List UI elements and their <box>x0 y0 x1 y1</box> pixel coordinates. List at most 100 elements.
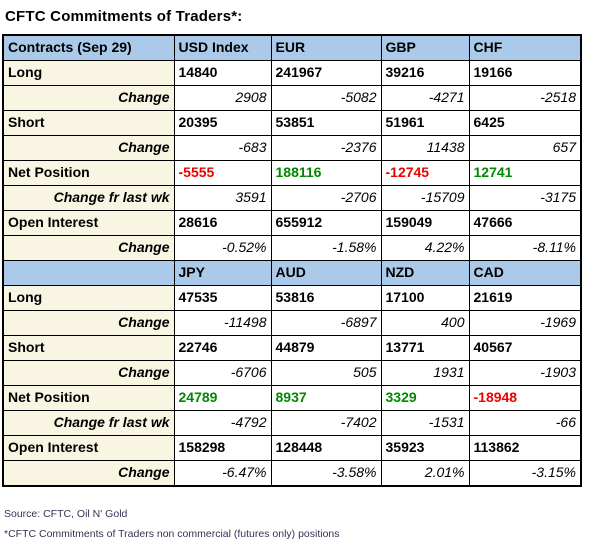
table-row-short: Short 22746 44879 13771 40567 <box>2 335 582 361</box>
cell: 3591 <box>173 185 272 211</box>
column-header-cad: CAD <box>468 260 582 286</box>
table-row-change-fr-last-wk: Change fr last wk -4792 -7402 -1531 -66 <box>2 410 582 436</box>
net-position-cell: 3329 <box>380 385 470 411</box>
net-position-cell: 188116 <box>270 160 382 186</box>
footer: Source: CFTC, Oil N' Gold *CFTC Commitme… <box>4 504 600 544</box>
cell: 657 <box>468 135 582 161</box>
cell: 53851 <box>270 110 382 136</box>
cell: -11498 <box>173 310 272 336</box>
header-row-section-2: JPY AUD NZD CAD <box>2 260 582 286</box>
cell: -7402 <box>270 410 382 436</box>
cell: -2376 <box>270 135 382 161</box>
cell: 11438 <box>380 135 470 161</box>
column-header-blank <box>2 260 175 286</box>
cell: 51961 <box>380 110 470 136</box>
source-note: Source: CFTC, Oil N' Gold <box>4 508 128 520</box>
table-row-change-fr-last-wk: Change fr last wk 3591 -2706 -15709 -317… <box>2 185 582 211</box>
cell: 28616 <box>173 210 272 236</box>
cell: 19166 <box>468 60 582 86</box>
cell: -6706 <box>173 360 272 386</box>
table-row-change: Change 2908 -5082 -4271 -2518 <box>2 85 582 111</box>
column-header-eur: EUR <box>270 34 382 61</box>
cell: -66 <box>468 410 582 436</box>
cell: -1903 <box>468 360 582 386</box>
net-position-cell: 12741 <box>468 160 582 186</box>
cell: 400 <box>380 310 470 336</box>
row-label: Long <box>2 285 175 311</box>
cell: -2518 <box>468 85 582 111</box>
net-position-cell: -5555 <box>173 160 272 186</box>
table-row-long: Long 47535 53816 17100 21619 <box>2 285 582 311</box>
column-header-aud: AUD <box>270 260 382 286</box>
cell: 2.01% <box>380 460 470 487</box>
column-header-nzd: NZD <box>380 260 470 286</box>
net-position-cell: -12745 <box>380 160 470 186</box>
column-header-chf: CHF <box>468 34 582 61</box>
cell: 14840 <box>173 60 272 86</box>
table-row-change-pct: Change -6.47% -3.58% 2.01% -3.15% <box>2 460 582 487</box>
cell: -3.58% <box>270 460 382 487</box>
cell: 17100 <box>380 285 470 311</box>
row-label: Short <box>2 335 175 361</box>
cell: 2908 <box>173 85 272 111</box>
page-title: CFTC Commitments of Traders*: <box>5 8 243 25</box>
cell: 47666 <box>468 210 582 236</box>
cell: -6.47% <box>173 460 272 487</box>
cell: 47535 <box>173 285 272 311</box>
cell: -1.58% <box>270 235 382 261</box>
net-position-cell: -18948 <box>468 385 582 411</box>
cell: -8.11% <box>468 235 582 261</box>
row-label: Change <box>2 85 175 111</box>
cell: -2706 <box>270 185 382 211</box>
cell: -3.15% <box>468 460 582 487</box>
cell: -1969 <box>468 310 582 336</box>
row-label: Change <box>2 235 175 261</box>
net-position-cell: 24789 <box>173 385 272 411</box>
cell: -4271 <box>380 85 470 111</box>
table-row-long: Long 14840 241967 39216 19166 <box>2 60 582 86</box>
cell: 40567 <box>468 335 582 361</box>
cell: 1931 <box>380 360 470 386</box>
cell: 13771 <box>380 335 470 361</box>
cell: -3175 <box>468 185 582 211</box>
row-label: Long <box>2 60 175 86</box>
table-row-change: Change -683 -2376 11438 657 <box>2 135 582 161</box>
table-row-short: Short 20395 53851 51961 6425 <box>2 110 582 136</box>
cell: 113862 <box>468 435 582 461</box>
cell: -5082 <box>270 85 382 111</box>
cell: 158298 <box>173 435 272 461</box>
net-position-cell: 8937 <box>270 385 382 411</box>
cell: -6897 <box>270 310 382 336</box>
row-label: Change fr last wk <box>2 410 175 436</box>
cell: -4792 <box>173 410 272 436</box>
table-row-open-interest: Open Interest 158298 128448 35923 113862 <box>2 435 582 461</box>
row-label: Net Position <box>2 385 175 411</box>
row-label: Change <box>2 360 175 386</box>
table-row-net-position: Net Position -5555 188116 -12745 12741 <box>2 160 582 186</box>
column-header-gbp: GBP <box>380 34 470 61</box>
table-row-open-interest: Open Interest 28616 655912 159049 47666 <box>2 210 582 236</box>
row-label: Open Interest <box>2 210 175 236</box>
cell: 35923 <box>380 435 470 461</box>
cell: 505 <box>270 360 382 386</box>
cell: 655912 <box>270 210 382 236</box>
column-header-jpy: JPY <box>173 260 272 286</box>
row-label: Change <box>2 310 175 336</box>
cell: 6425 <box>468 110 582 136</box>
cell: 159049 <box>380 210 470 236</box>
table-row-net-position: Net Position 24789 8937 3329 -18948 <box>2 385 582 411</box>
row-label: Net Position <box>2 160 175 186</box>
cot-table: Contracts (Sep 29) USD Index EUR GBP CHF… <box>2 34 582 487</box>
cell: 44879 <box>270 335 382 361</box>
definition-note: *CFTC Commitments of Traders non commerc… <box>4 528 340 540</box>
cell: -1531 <box>380 410 470 436</box>
cell: 4.22% <box>380 235 470 261</box>
cell: 21619 <box>468 285 582 311</box>
column-header-usd-index: USD Index <box>173 34 272 61</box>
cell: 20395 <box>173 110 272 136</box>
table-row-change: Change -11498 -6897 400 -1969 <box>2 310 582 336</box>
cell: 53816 <box>270 285 382 311</box>
cell: 241967 <box>270 60 382 86</box>
cell: -0.52% <box>173 235 272 261</box>
